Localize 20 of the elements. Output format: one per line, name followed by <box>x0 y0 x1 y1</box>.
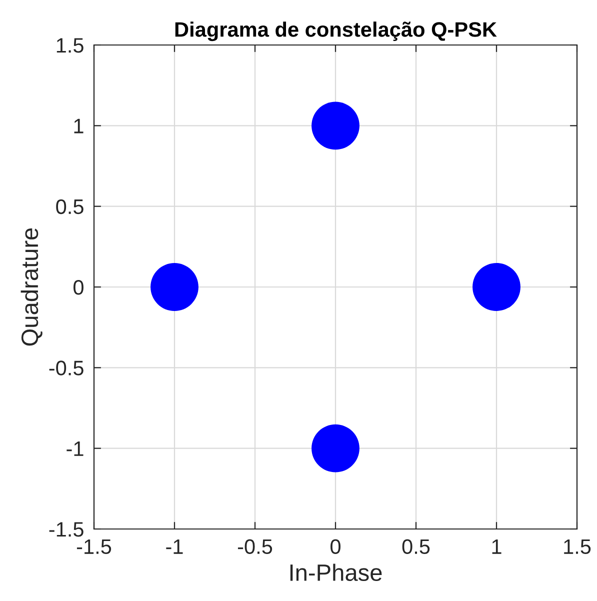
y-tick-label: -1.5 <box>49 522 84 537</box>
y-tick-label: -1 <box>66 442 84 456</box>
chart-title: Diagrama de constelação Q-PSK <box>175 22 497 42</box>
x-tick-label: -0.5 <box>238 539 272 554</box>
x-tick-label: 0.5 <box>402 539 430 554</box>
x-tick-label: 0 <box>330 539 340 554</box>
x-axis-title: In-Phase <box>290 564 382 582</box>
point <box>472 263 520 311</box>
point <box>312 102 360 150</box>
y-tick-label: 1 <box>74 118 84 134</box>
y-tick-label: 0 <box>74 280 84 295</box>
y-tick-label: 1.5 <box>56 38 84 53</box>
point <box>150 263 198 311</box>
y-tick-label: -0.5 <box>49 360 84 376</box>
point <box>312 424 360 472</box>
x-tick-label: -1 <box>166 539 183 554</box>
x-tick-label: 1.5 <box>564 539 591 554</box>
y-tick-label: 0.5 <box>56 199 84 214</box>
x-tick-label: 1 <box>492 539 502 554</box>
y-axis-title: Quadrature <box>20 228 42 346</box>
